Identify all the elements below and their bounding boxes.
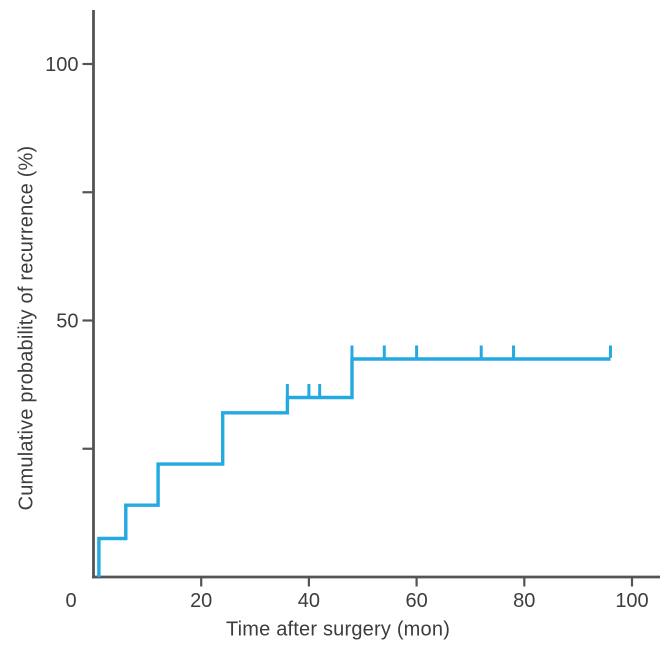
y-axis-title: Cumulative probability of recurrence (%) bbox=[15, 145, 38, 511]
x-tick-label: 80 bbox=[513, 590, 535, 612]
x-tick-label: 0 bbox=[65, 590, 76, 612]
x-tick-label: 20 bbox=[190, 590, 212, 612]
y-tick-label: 50 bbox=[56, 311, 78, 333]
x-tick-label: 40 bbox=[298, 590, 320, 612]
y-tick-label: 100 bbox=[45, 54, 78, 76]
x-axis-title: Time after surgery (mon) bbox=[225, 618, 451, 641]
x-tick-label: 60 bbox=[405, 590, 427, 612]
x-tick-label: 100 bbox=[615, 590, 648, 612]
km-curve bbox=[97, 357, 611, 577]
